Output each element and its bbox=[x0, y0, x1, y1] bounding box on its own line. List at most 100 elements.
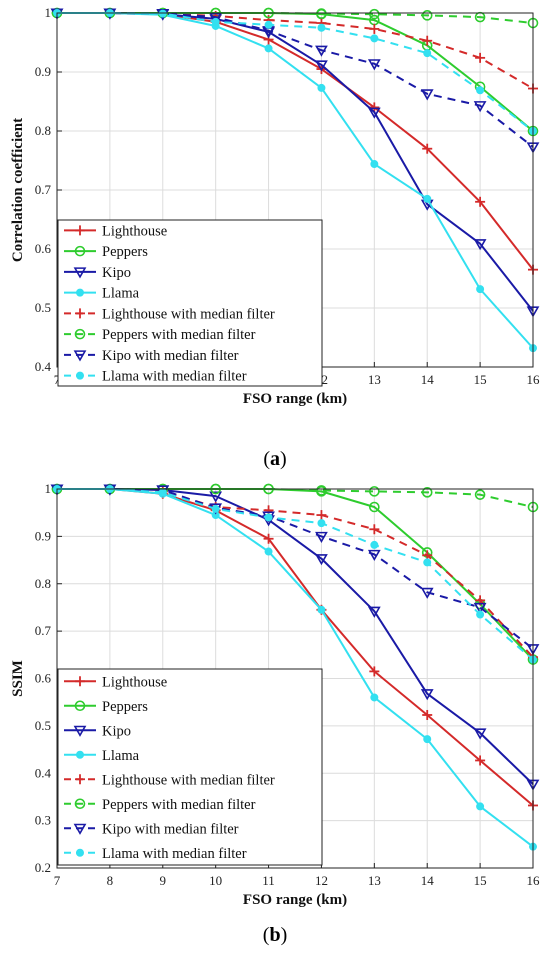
legend-label: Kipo bbox=[102, 723, 131, 739]
series-line bbox=[57, 488, 534, 650]
chart-panel-b: 7 8 9 10 11 12 13 14 15 16 0.2 0.3 0.4 0.5 0.6 0.7 0.8 0.… bbox=[0, 478, 550, 955]
legend-label: Llama with median filter bbox=[102, 369, 247, 385]
x-tick-label: 9 bbox=[160, 873, 167, 888]
legend-label: Lighthouse with median filter bbox=[102, 772, 275, 788]
series-line bbox=[57, 12, 534, 132]
data-point bbox=[421, 487, 433, 498]
x-tick-label: 10 bbox=[209, 873, 222, 888]
x-tick-label: 7 bbox=[54, 372, 61, 387]
chart-panel-a: 789101112131415160.40.50.60.70.80.91FSO … bbox=[0, 0, 550, 477]
y-axis-label: Correlation coefficient bbox=[10, 118, 26, 262]
y-tick-label: 0.4 bbox=[35, 765, 52, 780]
caption-b: (b) bbox=[262, 924, 288, 946]
series-line bbox=[57, 488, 534, 508]
legend-label: Llama with median filter bbox=[102, 846, 247, 862]
x-tick-label: 13 bbox=[368, 372, 381, 387]
legend-label: Lighthouse bbox=[102, 674, 167, 690]
legend-label: Peppers bbox=[102, 244, 148, 260]
data-point bbox=[316, 8, 327, 19]
legend-box bbox=[57, 668, 323, 866]
legend-label: Lighthouse bbox=[102, 223, 167, 239]
legend-swatch-marker bbox=[76, 371, 84, 380]
data-point bbox=[422, 143, 433, 154]
data-point bbox=[423, 49, 432, 58]
data-point bbox=[369, 524, 380, 535]
data-point bbox=[211, 17, 220, 26]
x-tick-label: 15 bbox=[474, 873, 487, 888]
data-point bbox=[316, 510, 327, 521]
legend-swatch-marker bbox=[73, 725, 87, 737]
correlation-chart: 789101112131415160.40.50.60.70.80.91FSO … bbox=[10, 5, 541, 407]
series-7 bbox=[53, 485, 537, 664]
caption-letter-b: b bbox=[269, 924, 281, 946]
data-point bbox=[474, 489, 486, 500]
data-point bbox=[476, 86, 485, 95]
legend: Lighthouse Peppers Kipo Llama Lighthouse wit… bbox=[57, 668, 323, 866]
legend-label: Peppers with median filter bbox=[102, 797, 256, 813]
x-tick-label: 7 bbox=[54, 873, 61, 888]
data-point bbox=[317, 83, 326, 92]
x-tick-label: 11 bbox=[262, 873, 275, 888]
data-point bbox=[367, 59, 381, 71]
x-tick-label: 16 bbox=[527, 372, 541, 387]
data-point bbox=[369, 23, 380, 34]
data-point bbox=[263, 533, 274, 544]
legend-swatch-marker bbox=[74, 700, 86, 712]
data-point bbox=[420, 689, 434, 701]
data-point bbox=[420, 89, 434, 101]
y-tick-label: 0.6 bbox=[35, 241, 52, 256]
x-tick-label: 13 bbox=[368, 873, 381, 888]
x-tick-label: 12 bbox=[315, 873, 328, 888]
series-line bbox=[57, 488, 534, 661]
data-point bbox=[367, 107, 381, 119]
data-point bbox=[264, 20, 273, 29]
series-line bbox=[57, 488, 534, 658]
data-point bbox=[317, 605, 326, 614]
series-7 bbox=[53, 9, 537, 135]
x-axis-label: FSO range (km) bbox=[243, 892, 347, 908]
y-axis-label: SSIM bbox=[10, 660, 26, 697]
legend: Lighthouse Peppers Kipo Llama Lighthouse wit… bbox=[57, 219, 323, 387]
data-point bbox=[317, 519, 326, 528]
data-point bbox=[422, 35, 433, 46]
ssim-chart: 7 8 9 10 11 12 13 14 15 16 0.2 0.3 0.4 0.5 0.6 0.7 0.8 0.… bbox=[10, 481, 540, 908]
data-point bbox=[315, 45, 328, 57]
legend-label: Llama bbox=[102, 748, 140, 764]
series-line bbox=[57, 12, 534, 90]
data-point bbox=[158, 488, 167, 497]
y-tick-label: 0.5 bbox=[35, 300, 51, 315]
data-point bbox=[315, 554, 328, 566]
y-tick-label: 0.9 bbox=[35, 528, 51, 543]
data-point bbox=[369, 666, 380, 677]
data-point bbox=[158, 9, 167, 18]
legend-label: Llama bbox=[102, 286, 140, 302]
data-point bbox=[315, 531, 328, 543]
y-tick-label: 1 bbox=[45, 5, 52, 20]
data-point bbox=[264, 547, 273, 556]
legend-label: Kipo with median filter bbox=[102, 348, 239, 364]
x-tick-label: 15 bbox=[474, 372, 487, 387]
legend-label: Kipo bbox=[102, 265, 131, 281]
data-point bbox=[422, 709, 433, 720]
x-tick-label: 14 bbox=[421, 873, 435, 888]
data-point bbox=[476, 610, 485, 619]
data-point bbox=[476, 802, 485, 811]
data-point bbox=[420, 587, 434, 599]
data-point bbox=[369, 501, 380, 513]
legend-swatch-marker bbox=[73, 823, 87, 835]
legend-swatch-marker bbox=[76, 750, 84, 759]
data-point bbox=[209, 491, 223, 503]
data-point bbox=[369, 486, 380, 497]
legend-box bbox=[57, 219, 323, 387]
data-point bbox=[369, 8, 380, 20]
y-tick-label: 1 bbox=[45, 481, 52, 496]
data-point bbox=[316, 485, 327, 496]
legend-swatch-marker bbox=[74, 328, 86, 340]
data-point bbox=[317, 23, 326, 32]
axes-frame bbox=[56, 488, 534, 869]
x-axis-label: FSO range (km) bbox=[243, 391, 347, 407]
data-point bbox=[421, 10, 433, 21]
data-point bbox=[476, 285, 485, 294]
data-point bbox=[473, 602, 487, 615]
y-tick-label: 0.7 bbox=[35, 182, 52, 197]
